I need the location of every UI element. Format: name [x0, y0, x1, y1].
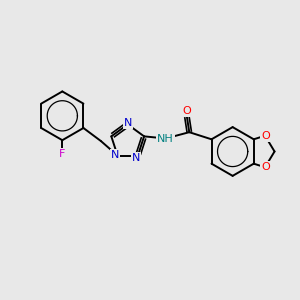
- Text: NH: NH: [157, 134, 174, 144]
- Text: F: F: [59, 148, 65, 159]
- Text: N: N: [124, 118, 133, 128]
- Text: N: N: [111, 150, 119, 160]
- Text: O: O: [261, 131, 270, 141]
- Text: N: N: [132, 153, 140, 163]
- Text: O: O: [261, 162, 270, 172]
- Text: O: O: [182, 106, 191, 116]
